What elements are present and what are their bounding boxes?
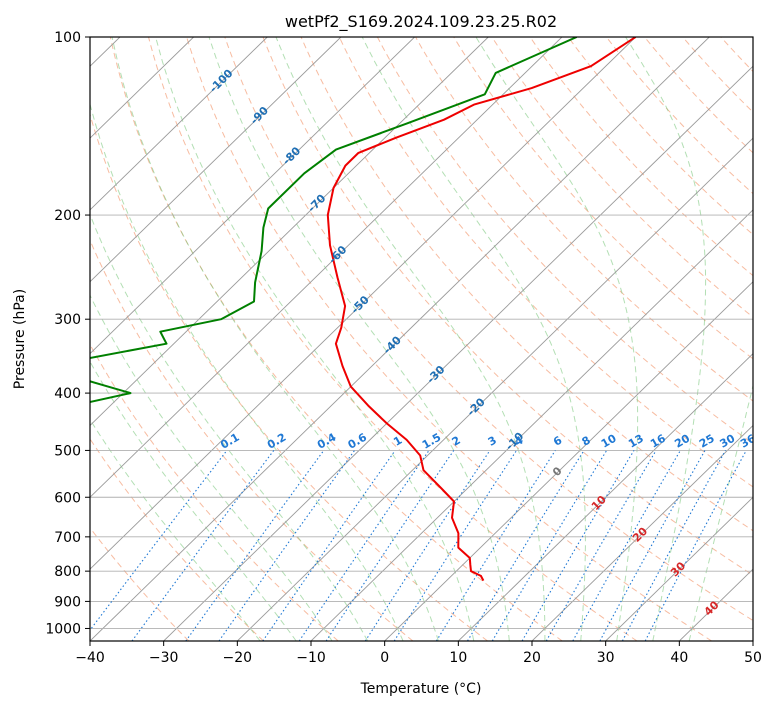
isotherm-line	[458, 352, 753, 641]
x-axis-label: Temperature (°C)	[360, 681, 482, 697]
mixing-ratio-line	[545, 450, 657, 641]
x-tick-label: 0	[380, 650, 389, 666]
dry-adiabat-line	[262, 37, 753, 576]
plot-frame	[89, 36, 754, 642]
moist-adiabat-line	[90, 418, 261, 641]
x-tick-label: 30	[597, 650, 615, 666]
mixing-ratio-label: 36	[738, 432, 758, 451]
dry-adiabat-line	[415, 37, 753, 402]
mixing-ratio-line	[467, 450, 585, 641]
moist-adiabat-line	[361, 37, 586, 641]
x-axis-ticks: −40 −30 −20 −10 0 10 20 30 40 50	[75, 641, 762, 666]
dry-adiabat-line	[644, 37, 753, 154]
temperature-profile-line	[326, 37, 637, 582]
dewpoint-profile-line	[90, 37, 578, 404]
y-tick-label: 300	[54, 312, 81, 328]
moist-adiabat-line	[90, 102, 404, 641]
dry-adiabat-line	[453, 37, 753, 360]
moist-adiabat-line	[475, 37, 639, 641]
mixing-ratio-line	[621, 450, 726, 641]
x-tick-label: −10	[296, 650, 326, 666]
dry-adiabat-line	[186, 37, 712, 641]
isotherm-line	[90, 37, 268, 211]
moist-adiabat-line	[111, 37, 439, 641]
pressure-gridlines	[90, 37, 753, 629]
isotherm-line	[237, 137, 753, 641]
mixing-ratio-lines	[90, 450, 747, 641]
mixing-ratio-line	[491, 450, 608, 641]
x-tick-label: −40	[75, 650, 105, 666]
sounding-series	[90, 37, 637, 582]
moist-adiabat-line	[90, 213, 369, 641]
mixing-ratio-line	[435, 450, 556, 641]
moist-adiabats	[90, 37, 753, 641]
plot-area: -100-90-80-70-60-50-40-30-20-10010203040…	[90, 37, 758, 641]
x-tick-label: −30	[149, 650, 179, 666]
moist-adiabat-line	[625, 37, 707, 641]
mixing-ratio-line	[599, 450, 706, 641]
y-tick-label: 500	[54, 443, 81, 459]
isotherm-line	[90, 37, 342, 283]
isotherm-line	[531, 424, 753, 641]
y-tick-label: 900	[54, 594, 81, 610]
y-axis-label: Pressure (hPa)	[12, 289, 28, 389]
isotherm-line	[90, 37, 489, 427]
x-tick-label: 40	[670, 650, 688, 666]
moist-adiabat-line	[275, 37, 546, 641]
y-tick-label: 600	[54, 490, 81, 506]
y-tick-label: 200	[54, 208, 81, 224]
dry-adiabat-line	[90, 526, 190, 641]
y-tick-label: 1000	[45, 621, 81, 637]
y-tick-label: 700	[54, 530, 81, 546]
dry-adiabat-line	[90, 112, 488, 641]
isotherm-line	[310, 209, 753, 641]
mixing-ratio-line	[185, 450, 325, 641]
moist-adiabat-line	[155, 37, 475, 641]
chart-title: wetPf2_S169.2024.109.23.25.R02	[285, 12, 557, 32]
dry-adiabat-line	[300, 37, 753, 532]
isotherm-line	[90, 37, 710, 641]
dry-adiabat-line	[90, 343, 339, 641]
isotherm-line	[90, 37, 636, 570]
isotherm-line	[90, 37, 563, 498]
isotherm-line	[163, 65, 753, 641]
moist-adiabat-line	[90, 294, 333, 641]
isotherm-line	[384, 281, 753, 641]
x-tick-label: 10	[449, 650, 467, 666]
mixing-ratio-line	[393, 450, 518, 641]
y-axis-ticks: 100 200 300 400 500 600 700 800 900 1000	[45, 30, 90, 637]
dry-adiabat-line	[491, 37, 753, 318]
mixing-ratio-line	[262, 450, 396, 641]
x-tick-label: 50	[744, 650, 762, 666]
mixing-ratio-line	[521, 450, 635, 641]
dry-adiabat-line	[224, 37, 753, 622]
mixing-ratio-line	[572, 450, 681, 641]
mixing-ratio-line	[364, 450, 491, 641]
dry-adiabat-line	[529, 37, 753, 277]
isotherm-line	[90, 37, 415, 355]
x-tick-label: −20	[223, 650, 253, 666]
dry-adiabat-line	[148, 37, 638, 641]
x-tick-label: 20	[523, 650, 541, 666]
moist-adiabat-line	[208, 37, 510, 641]
mixing-ratio-line	[218, 450, 356, 641]
isotherm-line	[605, 496, 753, 641]
y-tick-label: 800	[54, 564, 81, 580]
y-tick-label: 100	[54, 30, 81, 46]
dry-adiabat-line	[109, 37, 563, 641]
y-tick-label: 400	[54, 386, 81, 402]
dry-adiabat-line	[606, 37, 753, 195]
